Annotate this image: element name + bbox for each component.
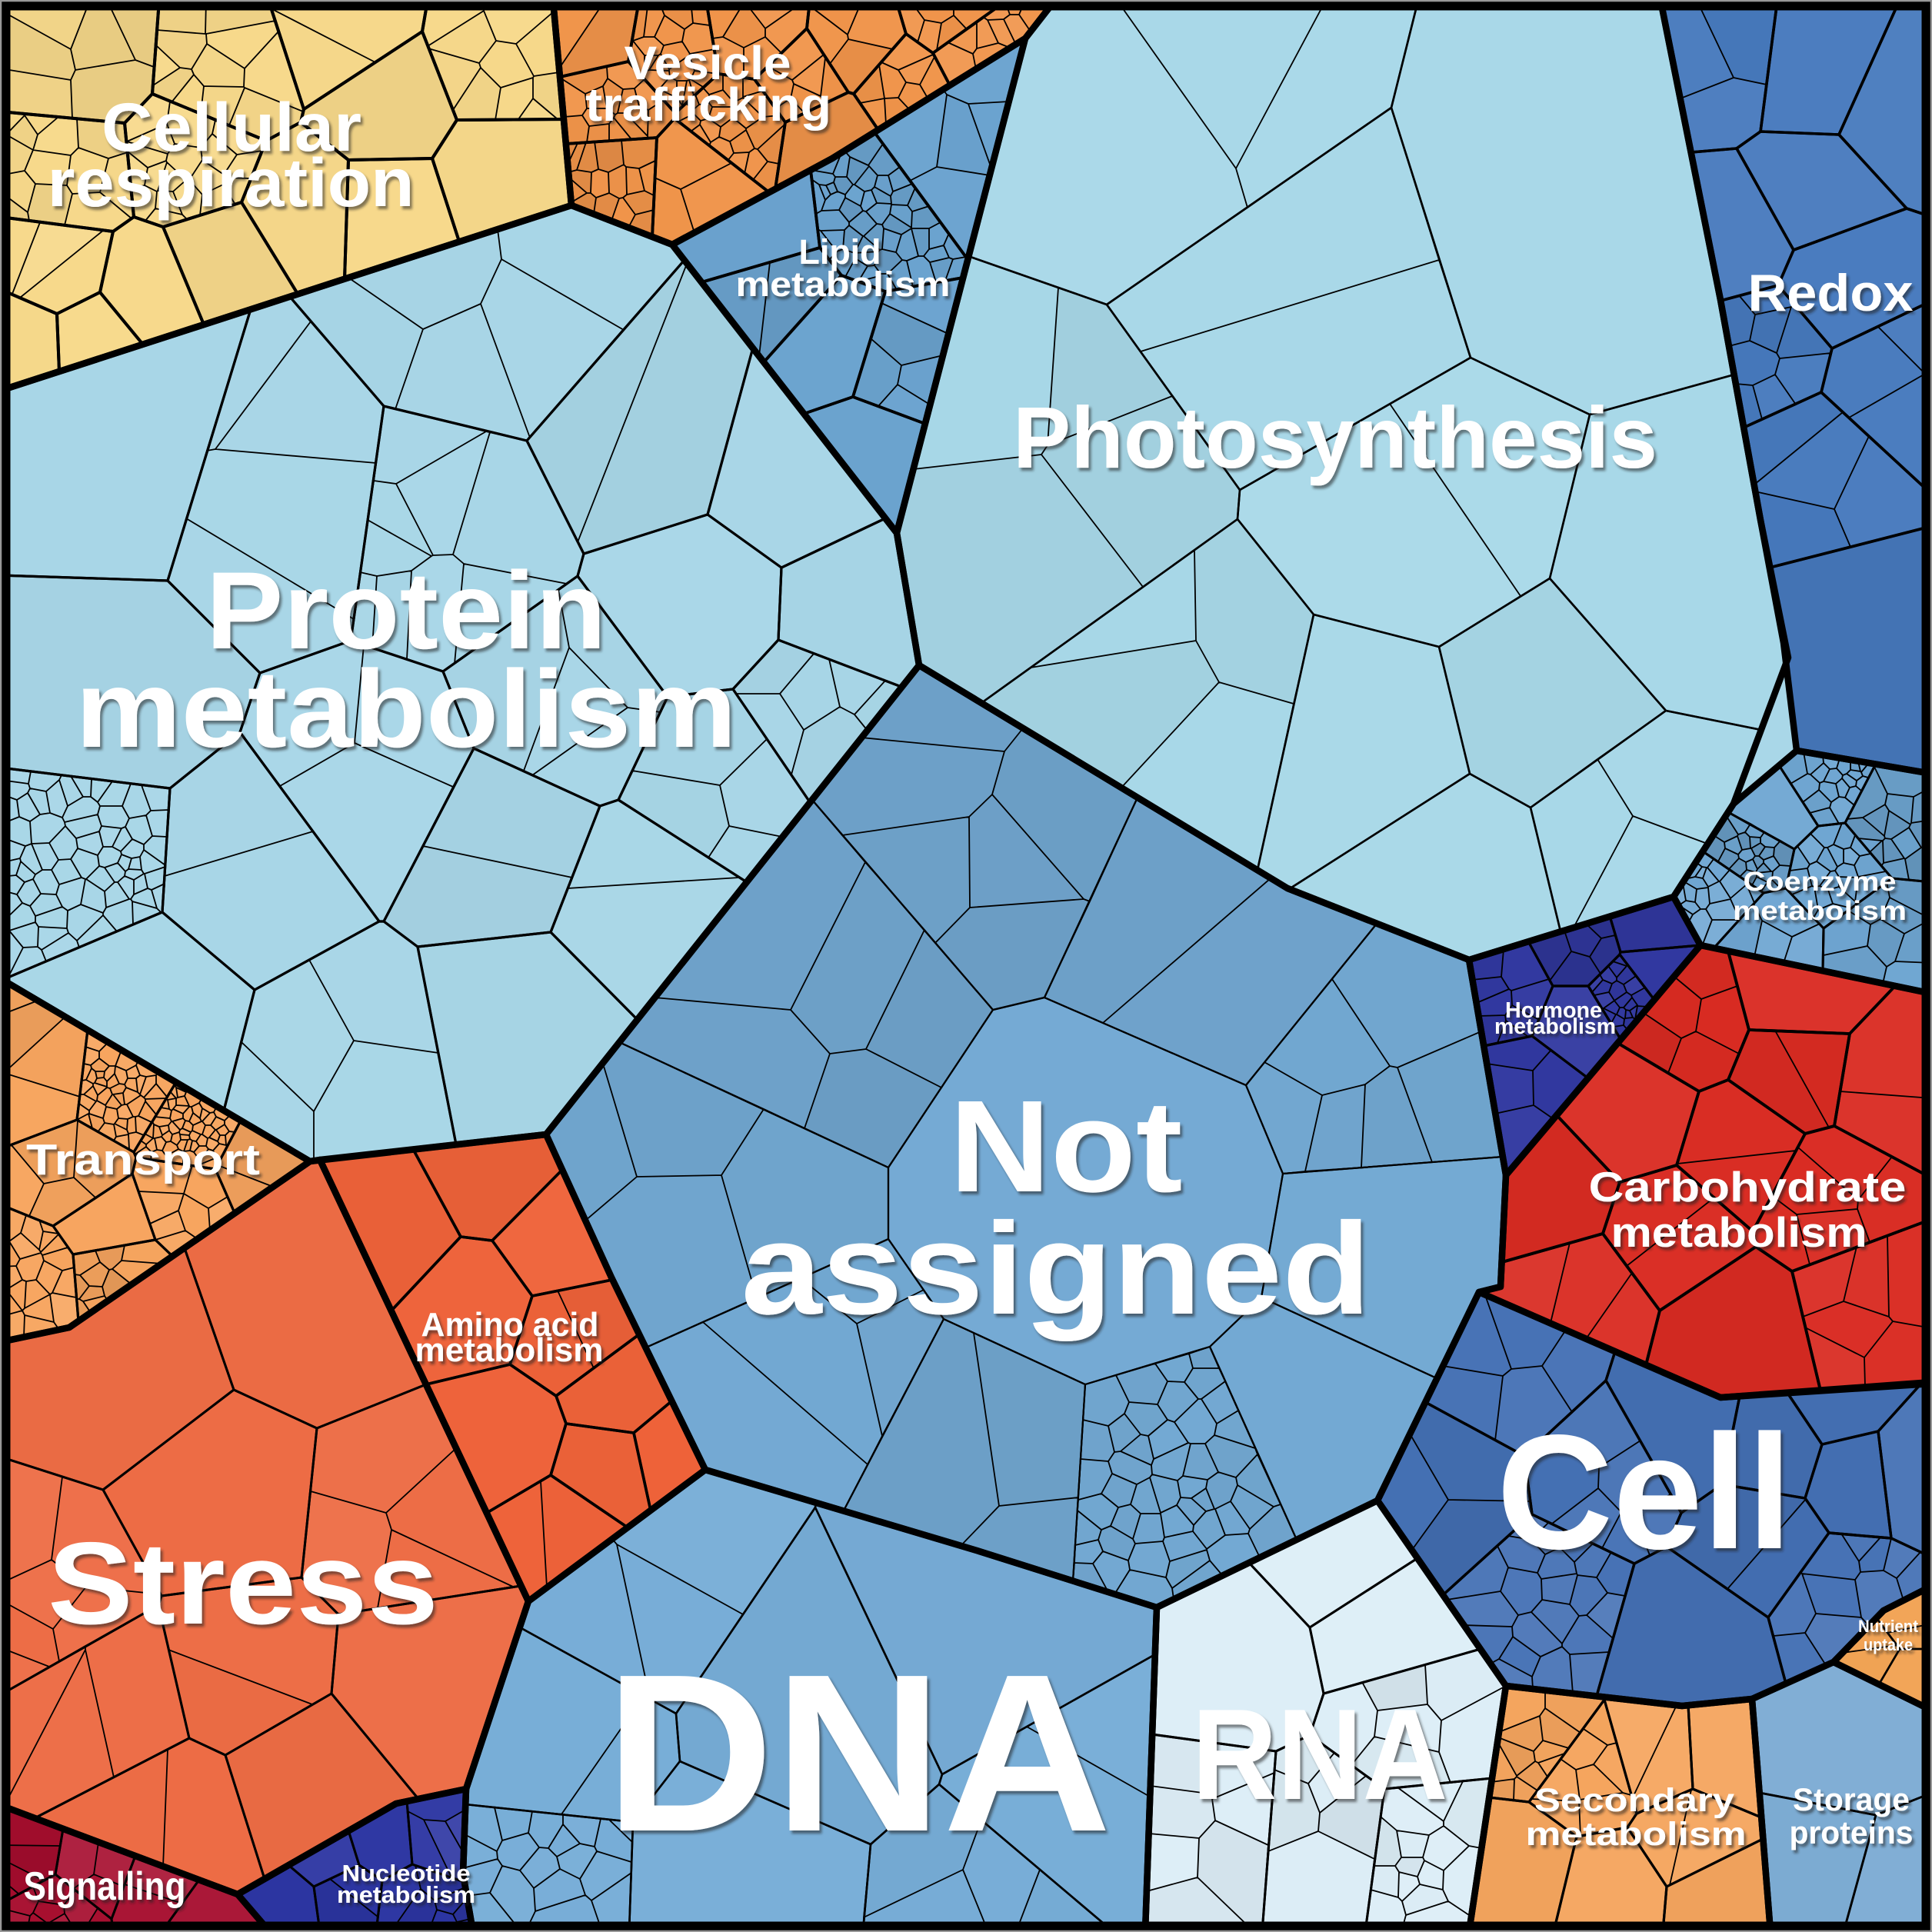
svg-text:Nucleotide: Nucleotide <box>342 1860 471 1887</box>
svg-text:metabolism: metabolism <box>75 648 737 771</box>
svg-text:DNA: DNA <box>605 1627 1112 1878</box>
svg-text:Carbohydrate: Carbohydrate <box>1589 1163 1907 1211</box>
svg-text:Protein: Protein <box>206 550 607 672</box>
svg-text:Signalling: Signalling <box>24 1864 186 1909</box>
svg-text:Coenzyme: Coenzyme <box>1744 867 1897 897</box>
svg-text:metabolism: metabolism <box>337 1881 475 1908</box>
svg-text:respiration: respiration <box>48 144 415 221</box>
svg-text:Nutrient: Nutrient <box>1858 1617 1919 1636</box>
svg-text:metabolism: metabolism <box>1733 896 1907 926</box>
svg-text:metabolism: metabolism <box>415 1331 604 1369</box>
svg-text:Hormone: Hormone <box>1505 998 1602 1023</box>
svg-text:Storage: Storage <box>1793 1781 1910 1817</box>
svg-text:Lipid: Lipid <box>799 232 881 271</box>
svg-text:metabolism: metabolism <box>1526 1816 1747 1853</box>
svg-text:Not: Not <box>950 1074 1183 1220</box>
svg-text:RNA: RNA <box>1192 1682 1448 1827</box>
svg-text:Cellular: Cellular <box>102 88 361 165</box>
svg-text:metabolism: metabolism <box>736 265 951 304</box>
svg-text:metabolism: metabolism <box>1494 1014 1616 1039</box>
svg-text:Transport: Transport <box>26 1135 260 1184</box>
svg-text:Cell: Cell <box>1497 1401 1792 1583</box>
svg-text:metabolism: metabolism <box>1611 1208 1867 1256</box>
svg-text:Redox: Redox <box>1748 264 1914 322</box>
svg-text:Stress: Stress <box>48 1518 438 1649</box>
svg-text:proteins: proteins <box>1790 1814 1914 1850</box>
svg-text:Secondary: Secondary <box>1534 1782 1734 1819</box>
svg-text:Photosynthesis: Photosynthesis <box>1013 389 1657 486</box>
svg-text:uptake: uptake <box>1864 1635 1913 1654</box>
svg-text:trafficking: trafficking <box>585 78 831 131</box>
svg-text:Amino acid: Amino acid <box>421 1306 599 1344</box>
svg-text:assigned: assigned <box>741 1196 1371 1342</box>
svg-text:Vesicle: Vesicle <box>625 37 791 89</box>
